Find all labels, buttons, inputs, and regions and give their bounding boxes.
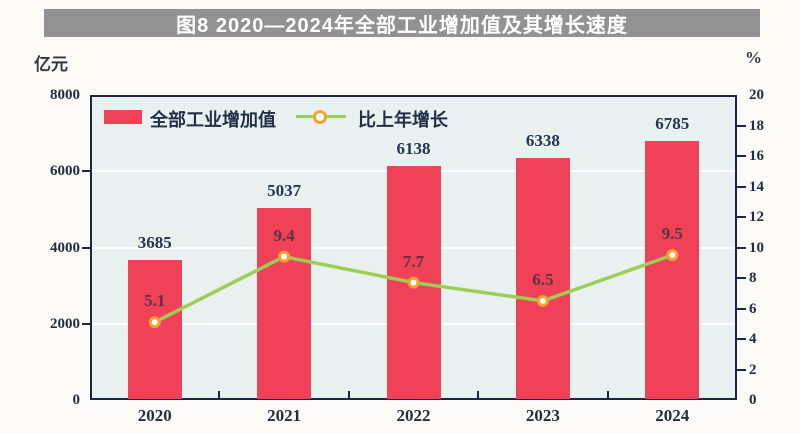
bar-value-label: 6338 [525,131,560,151]
x-axis-tick [347,391,350,399]
right-axis-tick-label: 0 [749,392,757,408]
x-axis-category-label: 2020 [137,406,172,425]
right-axis-tick [737,124,746,127]
x-axis-tick [218,391,221,399]
legend-line-marker-icon [313,110,327,124]
left-axis-tick-label: 0 [72,392,81,408]
right-axis-tick-label: 18 [749,117,764,134]
right-axis-tick-label: 16 [749,148,764,164]
left-axis-tick-label: 8000 [50,87,80,103]
bar-2022 [386,165,441,399]
left-axis-tick [82,246,90,249]
right-axis-tick-label: 4 [749,331,757,347]
right-axis-tick [737,216,746,218]
x-axis-category-label: 2023 [525,406,560,425]
right-axis-tick-label: 20 [749,87,764,103]
right-axis-tick [737,277,746,279]
left-axis-tick [82,322,90,325]
x-axis-tick [606,391,609,399]
figure-title: 图8 2020—2024年全部工业增加值及其增长速度 [176,14,628,37]
growth-rate-label: 9.5 [661,224,683,244]
figure-title-banner: 图8 2020—2024年全部工业增加值及其增长速度 [44,9,760,37]
left-axis-unit-label: 亿元 [34,55,68,74]
left-axis-tick [82,170,90,173]
growth-rate-label: 7.7 [402,251,425,271]
bar-value-label: 5037 [267,180,302,200]
right-axis-tick-label: 8 [749,270,757,286]
bar-value-label: 6785 [655,114,690,134]
right-axis-tick [737,307,746,310]
right-axis-tick [737,368,746,371]
left-axis-tick-label: 2000 [50,315,80,332]
right-axis-tick [737,338,746,340]
x-axis-category-label: 2024 [655,406,690,425]
right-axis-tick-label: 12 [749,209,764,225]
bar-2024 [645,141,700,399]
x-axis-tick [477,391,480,399]
right-axis-tick [737,185,746,188]
right-axis-tick [737,155,746,157]
x-axis-category-label: 2021 [267,406,302,425]
x-axis-category-label: 2022 [396,406,431,425]
legend-bar-label: 全部工业增加值 [150,110,276,130]
right-axis-tick-label: 6 [749,300,757,317]
bar-2020 [127,259,182,399]
bar-value-label: 3685 [137,232,172,252]
growth-rate-label: 6.5 [532,269,554,289]
right-axis-tick-label: 2 [749,361,757,378]
legend-line-label: 比上年增长 [358,110,448,130]
growth-rate-label: 9.4 [273,225,295,245]
right-axis-tick [737,246,746,249]
right-axis-tick-label: 14 [749,178,764,195]
legend-bar-swatch [104,110,142,124]
right-axis-unit-label: % [745,48,762,67]
left-axis-tick-label: 6000 [50,163,80,180]
left-axis-tick-label: 4000 [50,239,80,256]
bar-value-label: 6138 [396,138,431,158]
right-axis-tick-label: 10 [749,239,764,256]
growth-rate-label: 5.1 [144,291,166,311]
